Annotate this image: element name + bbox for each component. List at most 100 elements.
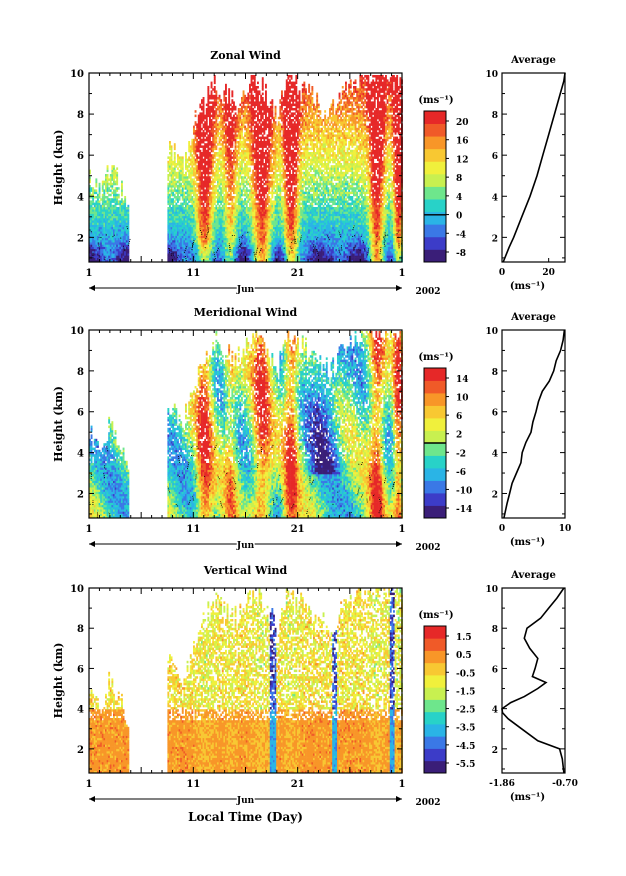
arrow-right-icon <box>396 285 402 291</box>
x-tick-label: 11 <box>186 268 200 279</box>
y-tick-label: 2 <box>77 489 84 500</box>
average-profile: Average 2 4 6 8 10 -1.86 -0.70 (ms⁻¹) <box>485 570 577 803</box>
colorbar-label: 12 <box>456 155 469 165</box>
colorbar-label: -8 <box>456 249 466 259</box>
colorbar-swatch <box>424 393 446 406</box>
y-tick-label: 4 <box>77 192 84 203</box>
average-profile: Average 2 4 6 8 10 0 10 (ms⁻¹) <box>485 312 571 548</box>
colorbar-label: 0 <box>456 212 462 222</box>
average-y-tick-label: 8 <box>492 625 498 635</box>
colorbar-label: -4.5 <box>456 742 475 752</box>
colorbar-swatch <box>424 380 446 394</box>
colorbar-label: 14 <box>456 375 469 385</box>
colorbar-swatch <box>424 687 446 700</box>
y-tick-label: 8 <box>77 624 84 635</box>
y-tick-label: 10 <box>70 69 84 80</box>
colorbar-label: -6 <box>456 468 466 478</box>
average-title: Average <box>510 312 556 323</box>
colorbar-label: -1.5 <box>456 687 475 697</box>
colorbar-swatch <box>424 249 446 263</box>
colorbar: (ms⁻¹) 14 10 6 2 -2 -6 -10 -14 <box>418 352 472 519</box>
panel-title: Zonal Wind <box>210 49 281 62</box>
average-y-tick-label: 2 <box>492 490 498 500</box>
x-axis: 1 11 21 1 <box>86 588 406 790</box>
y-axis-label: Height (km) <box>52 130 65 206</box>
average-title: Average <box>510 55 556 66</box>
colorbar-swatch <box>424 505 446 519</box>
colorbar-label: -5.5 <box>456 760 475 770</box>
colorbar-label: 4 <box>456 193 462 203</box>
colorbar-label: 0.5 <box>456 651 472 661</box>
y-tick-label: 2 <box>77 745 84 756</box>
colorbar-frame <box>423 110 447 263</box>
colorbar-label: -3.5 <box>456 724 475 734</box>
average-y-tick-label: 10 <box>485 585 498 595</box>
y-tick-label: 4 <box>77 449 84 460</box>
x-tick-label: 1 <box>399 779 406 790</box>
colorbar-swatch <box>424 748 446 762</box>
average-line <box>501 587 565 774</box>
month-bar: Jun 2002 <box>89 284 441 297</box>
average-y-tick-label: 4 <box>492 706 498 716</box>
colorbar-swatch <box>424 136 446 150</box>
panel-title: Meridional Wind <box>194 306 298 319</box>
x-tick-label: 1 <box>86 268 93 279</box>
average-line <box>503 329 566 519</box>
colorbar-frame <box>423 625 447 774</box>
average-y-tick-label: 6 <box>492 409 498 419</box>
arrow-right-icon <box>396 541 402 547</box>
average-x-tick-label: -0.70 <box>552 779 578 789</box>
zero-contour <box>88 443 401 518</box>
colorbar-label: 10 <box>456 394 469 404</box>
colorbar-label: -10 <box>456 486 472 496</box>
colorbar-swatch <box>424 711 446 725</box>
y-tick-label: 2 <box>77 233 84 244</box>
colorbar-label: -14 <box>456 505 472 515</box>
average-y-tick-label: 8 <box>492 111 498 121</box>
colorbar-swatch <box>424 675 446 688</box>
y-axis: 2 4 6 8 10 Height (km) <box>52 584 402 770</box>
year-label: 2002 <box>415 287 440 297</box>
y-axis: 2 4 6 8 10 Height (km) <box>52 326 402 515</box>
colorbar-swatch <box>424 443 446 456</box>
y-tick-label: 8 <box>77 367 84 378</box>
month-label: Jun <box>236 285 255 295</box>
year-label: 2002 <box>415 543 440 553</box>
colorbar-label: -2 <box>456 449 466 459</box>
average-line <box>502 72 566 263</box>
y-tick-label: 8 <box>77 110 84 121</box>
y-axis-label: Height (km) <box>52 386 65 462</box>
y-tick-label: 4 <box>77 705 84 716</box>
average-frame <box>501 329 566 519</box>
average-y-tick-label: 8 <box>492 368 498 378</box>
colorbar-swatch <box>424 173 446 187</box>
colorbar-label: 20 <box>456 118 469 128</box>
panel-title: Vertical Wind <box>203 564 288 577</box>
colorbar-swatch <box>424 199 446 213</box>
arrow-left-icon <box>89 285 95 291</box>
colorbar-swatch <box>424 161 446 175</box>
colorbar-swatch <box>424 455 446 469</box>
average-title: Average <box>510 570 556 581</box>
average-y-tick-label: 6 <box>492 152 498 162</box>
x-tick-label: 21 <box>291 779 305 790</box>
average-frame <box>501 587 566 774</box>
colorbar-swatch <box>424 638 446 651</box>
average-y-tick-label: 2 <box>492 746 498 756</box>
colorbar-swatch <box>424 662 446 676</box>
x-tick-label: 21 <box>291 268 305 279</box>
colorbar-swatch <box>424 368 446 381</box>
average-profile: Average 2 4 6 8 10 0 20 (ms⁻¹) <box>485 55 566 292</box>
average-frame <box>501 72 566 263</box>
heatmap-field <box>89 75 403 263</box>
x-tick-label: 11 <box>186 779 200 790</box>
x-tick-label: 21 <box>291 524 305 535</box>
year-label: 2002 <box>415 798 440 808</box>
colorbar-label: 1.5 <box>456 633 472 643</box>
colorbar-label: -4 <box>456 230 466 240</box>
x-tick-label: 1 <box>399 268 406 279</box>
